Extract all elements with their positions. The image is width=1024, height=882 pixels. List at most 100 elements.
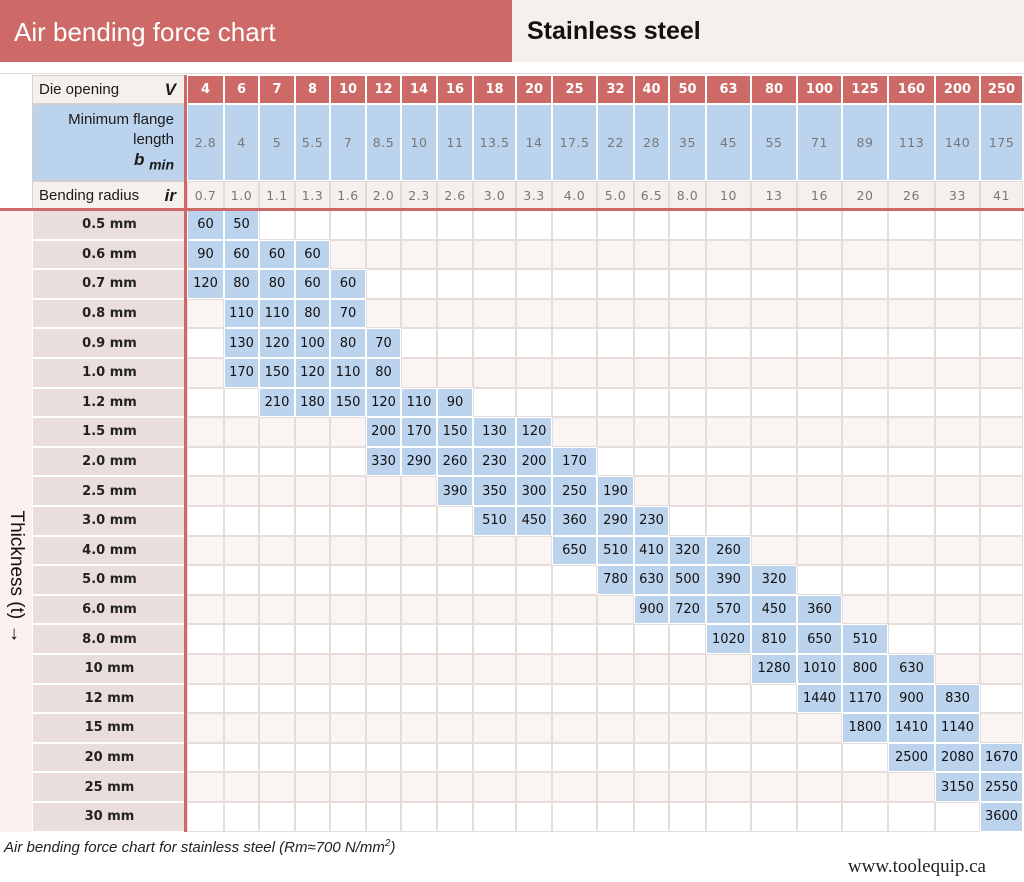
empty-cell <box>259 802 295 832</box>
thickness-row-label: 2.0 mm <box>32 446 187 477</box>
force-value-cell: 290 <box>401 446 437 477</box>
empty-cell <box>473 328 516 358</box>
force-value-cell: 2550 <box>980 772 1023 802</box>
force-value-cell: 450 <box>751 594 797 625</box>
empty-cell <box>295 506 330 536</box>
die-opening-value: 32 <box>597 75 634 104</box>
empty-cell <box>980 476 1023 506</box>
bending-radius-value: 33 <box>935 181 980 210</box>
empty-cell <box>295 772 330 802</box>
empty-cell <box>437 713 473 743</box>
force-value-cell: 3150 <box>935 772 980 802</box>
empty-cell <box>669 239 706 270</box>
empty-cell <box>706 713 751 743</box>
force-value-cell: 630 <box>634 565 669 595</box>
empty-cell <box>935 802 980 832</box>
min-flange-value: 71 <box>797 104 842 181</box>
empty-cell <box>295 565 330 595</box>
thickness-row-label: 0.9 mm <box>32 328 187 358</box>
empty-cell <box>797 713 842 743</box>
empty-cell <box>797 446 842 477</box>
min-flange-line2: length <box>133 131 174 149</box>
force-value-cell: 130 <box>473 417 516 447</box>
empty-cell <box>842 210 888 240</box>
empty-cell <box>187 298 224 329</box>
empty-cell <box>295 624 330 654</box>
empty-cell <box>187 506 224 536</box>
bending-radius-value: 2.0 <box>366 181 401 210</box>
empty-cell <box>330 476 366 506</box>
empty-cell <box>437 772 473 802</box>
empty-cell <box>888 624 935 654</box>
empty-cell <box>401 594 437 625</box>
thickness-axis-band <box>0 210 32 832</box>
empty-cell <box>842 446 888 477</box>
empty-cell <box>295 476 330 506</box>
force-value-cell: 390 <box>706 565 751 595</box>
empty-cell <box>797 358 842 388</box>
empty-cell <box>224 417 259 447</box>
empty-cell <box>706 506 751 536</box>
empty-cell <box>366 506 401 536</box>
empty-cell <box>401 713 437 743</box>
empty-cell <box>187 358 224 388</box>
empty-cell <box>437 210 473 240</box>
force-value-cell: 510 <box>842 624 888 654</box>
empty-cell <box>751 802 797 832</box>
thickness-row-label: 0.5 mm <box>32 210 187 240</box>
empty-cell <box>516 713 552 743</box>
bending-radius-value: 3.0 <box>473 181 516 210</box>
empty-cell <box>597 802 634 832</box>
die-opening-value: 18 <box>473 75 516 104</box>
empty-cell <box>706 802 751 832</box>
empty-cell <box>706 210 751 240</box>
empty-cell <box>295 654 330 684</box>
empty-cell <box>669 387 706 418</box>
empty-cell <box>473 565 516 595</box>
die-opening-value: 200 <box>935 75 980 104</box>
min-flange-value: 45 <box>706 104 751 181</box>
empty-cell <box>401 298 437 329</box>
empty-cell <box>597 654 634 684</box>
empty-cell <box>935 594 980 625</box>
empty-cell <box>935 654 980 684</box>
empty-cell <box>669 269 706 299</box>
force-value-cell: 650 <box>552 535 597 566</box>
force-value-cell: 1800 <box>842 713 888 743</box>
empty-cell <box>797 269 842 299</box>
force-value-cell: 60 <box>187 210 224 240</box>
empty-cell <box>888 802 935 832</box>
empty-cell <box>552 654 597 684</box>
force-value-cell: 350 <box>473 476 516 506</box>
empty-cell <box>751 772 797 802</box>
empty-cell <box>980 298 1023 329</box>
bending-radius-value: 2.3 <box>401 181 437 210</box>
empty-cell <box>516 387 552 418</box>
empty-cell <box>797 565 842 595</box>
empty-cell <box>980 594 1023 625</box>
empty-cell <box>224 594 259 625</box>
empty-cell <box>259 210 295 240</box>
thickness-row-label: 20 mm <box>32 742 187 773</box>
bending-radius-value: 41 <box>980 181 1023 210</box>
die-opening-value: 6 <box>224 75 259 104</box>
empty-cell <box>751 269 797 299</box>
force-value-cell: 800 <box>842 654 888 684</box>
force-value-cell: 150 <box>259 358 295 388</box>
die-opening-value: 14 <box>401 75 437 104</box>
empty-cell <box>706 298 751 329</box>
force-value-cell: 190 <box>597 476 634 506</box>
bending-radius-value: 1.6 <box>330 181 366 210</box>
thickness-row-label: 0.8 mm <box>32 298 187 329</box>
bending-radius-label: Bending radius ir <box>32 181 187 210</box>
force-value-cell: 60 <box>295 239 330 270</box>
force-value-cell: 260 <box>437 446 473 477</box>
empty-cell <box>437 624 473 654</box>
bending-radius-value: 8.0 <box>669 181 706 210</box>
empty-cell <box>437 506 473 536</box>
force-value-cell: 2500 <box>888 742 935 773</box>
empty-cell <box>797 535 842 566</box>
force-value-cell: 60 <box>224 239 259 270</box>
min-flange-value: 5.5 <box>295 104 330 181</box>
empty-cell <box>751 476 797 506</box>
